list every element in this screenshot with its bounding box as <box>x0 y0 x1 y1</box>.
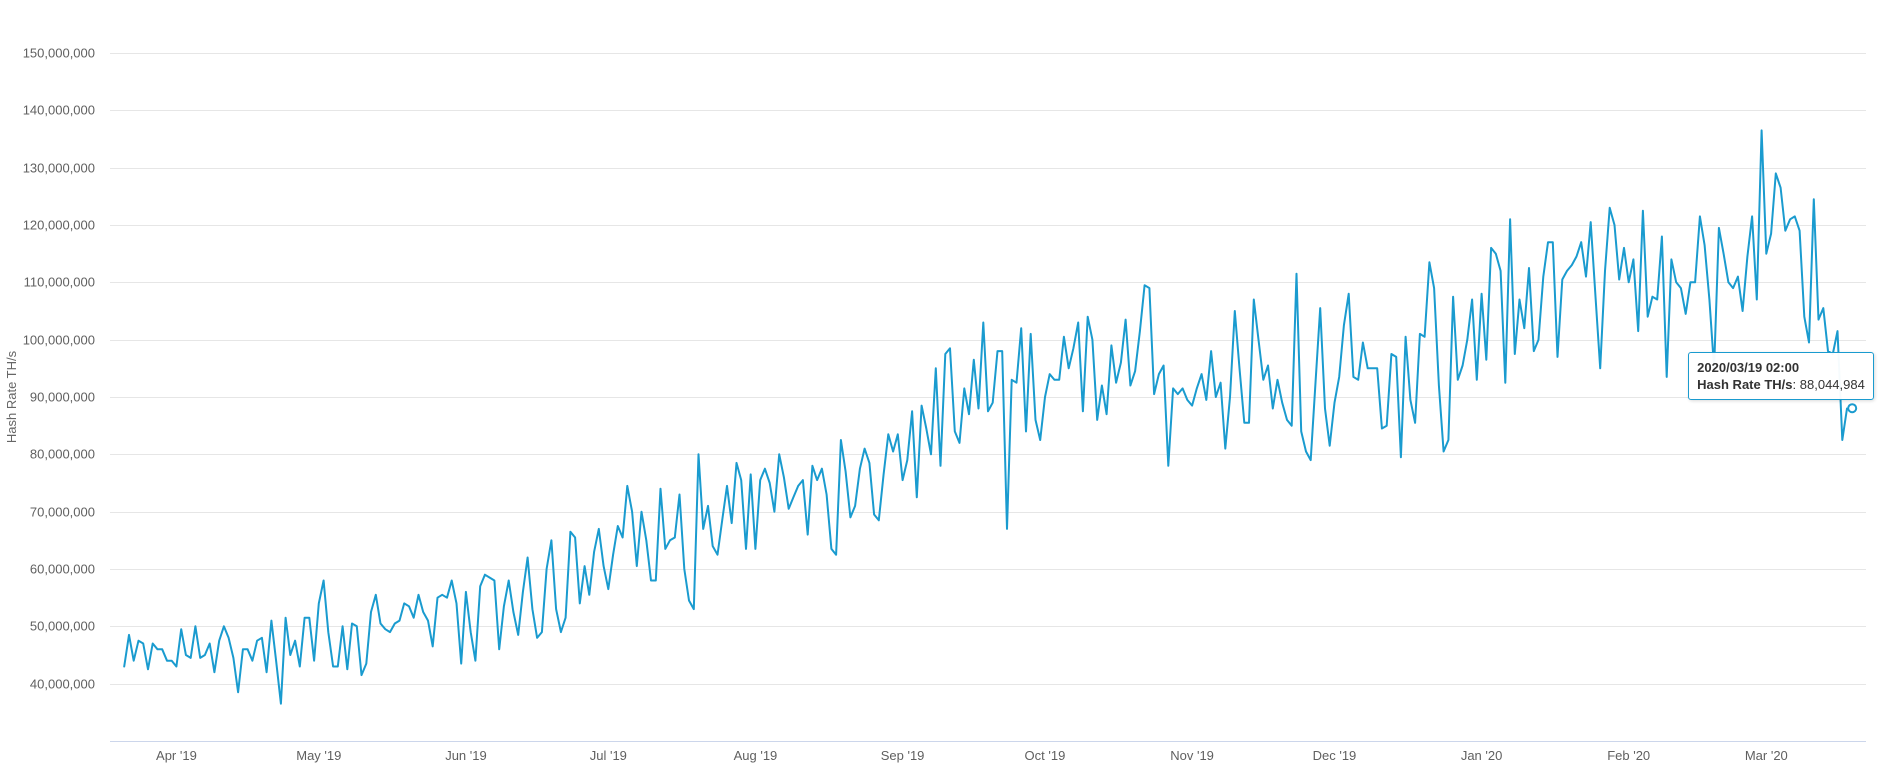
y-tick-label: 130,000,000 <box>23 161 95 176</box>
y-tick-label: 120,000,000 <box>23 218 95 233</box>
x-tick-label: Dec '19 <box>1313 748 1357 763</box>
x-axis-tick-labels: Apr '19 May '19 Jun '19 Jul '19 Aug '19 Sep '… <box>156 748 1788 763</box>
y-tick-label: 100,000,000 <box>23 333 95 348</box>
y-tick-label: 40,000,000 <box>30 677 95 692</box>
tooltip-series-name: Hash Rate TH/s <box>1697 377 1793 393</box>
x-tick-label: Oct '19 <box>1025 748 1066 763</box>
y-tick-label: 150,000,000 <box>23 46 95 61</box>
y-tick-label: 80,000,000 <box>30 447 95 462</box>
y-tick-label: 70,000,000 <box>30 505 95 520</box>
y-axis-title: Hash Rate TH/s <box>4 350 19 443</box>
y-axis-tick-labels: 40,000,000 50,000,000 60,000,000 70,000,000… <box>23 46 95 692</box>
x-tick-label: Jun '19 <box>445 748 487 763</box>
grid-lines <box>110 53 1866 685</box>
x-tick-label: Feb '20 <box>1607 748 1650 763</box>
x-tick-label: Jul '19 <box>590 748 627 763</box>
x-tick-label: Jan '20 <box>1461 748 1503 763</box>
y-tick-label: 140,000,000 <box>23 103 95 118</box>
data-tooltip: 2020/03/19 02:00 Hash Rate TH/s: 88,044,… <box>1688 352 1874 401</box>
hover-point-marker <box>1847 403 1858 414</box>
tooltip-value-row: Hash Rate TH/s: 88,044,984 <box>1697 377 1865 393</box>
x-tick-label: Sep '19 <box>881 748 925 763</box>
x-tick-label: Mar '20 <box>1745 748 1788 763</box>
x-tick-label: Aug '19 <box>734 748 778 763</box>
y-tick-label: 50,000,000 <box>30 619 95 634</box>
hash-rate-series-line[interactable] <box>123 129 1848 705</box>
x-tick-label: Apr '19 <box>156 748 197 763</box>
x-tick-label: Nov '19 <box>1170 748 1214 763</box>
y-tick-label: 90,000,000 <box>30 390 95 405</box>
tooltip-value: 88,044,984 <box>1799 377 1865 393</box>
y-tick-label: 110,000,000 <box>24 275 95 290</box>
tooltip-date: 2020/03/19 02:00 <box>1697 360 1800 376</box>
y-tick-label: 60,000,000 <box>30 562 95 577</box>
x-tick-label: May '19 <box>296 748 341 763</box>
